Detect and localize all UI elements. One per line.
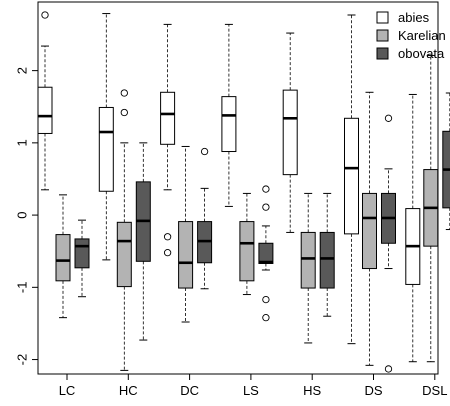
box-abies-DC [160,23,176,257]
box-iqr [37,86,53,134]
y-tick-label: -1 [15,282,30,294]
box-obovata-LC [74,219,90,298]
outlier-point [163,233,172,241]
box-Karelian-HC [116,89,132,371]
box-iqr [319,231,335,289]
outlier-point [384,365,393,373]
legend-label-obovata: obovata [398,46,445,61]
outlier-point [200,147,209,156]
y-tick-label: 0 [15,211,30,218]
box-Karelian-DSL [423,54,439,363]
outlier-point [262,203,270,211]
box-abies-DSL [405,93,421,363]
x-tick-label: DS [364,383,382,398]
legend-swatch-obovata [376,47,389,60]
box-iqr [239,221,255,282]
x-tick-label: DSL [422,383,447,398]
x-tick-label: HC [119,383,138,398]
box-obovata-HS [319,192,335,317]
outlier-point [163,248,172,257]
outlier-point [262,185,270,193]
y-tick-label: 1 [15,139,30,146]
box-abies-HC [98,13,114,261]
box-iqr [344,117,359,235]
box-iqr [258,242,274,264]
box-Karelian-DC [178,145,194,323]
legend-swatch-Karelian [376,29,389,42]
outlier-point [41,11,49,19]
x-tick-label: LS [243,383,259,398]
box-obovata-DSL [442,92,450,231]
box-iqr [160,91,176,145]
box-iqr [55,234,71,282]
box-abies-DS [344,14,359,345]
box-iqr [282,89,298,176]
box-abies-HS [282,32,298,233]
box-obovata-DC [197,147,213,290]
x-tick-label: DC [180,383,199,398]
y-tick-label: -2 [15,354,30,366]
box-iqr [178,221,194,289]
box-iqr [98,106,114,192]
outlier-point [262,295,270,304]
x-tick-label: HS [303,383,321,398]
outlier-point [262,314,270,322]
y-tick-label: 2 [15,67,30,74]
box-obovata-HC [135,142,151,341]
box-iqr [221,96,237,153]
legend-label-Karelian: Karelian [398,28,446,43]
box-Karelian-LS [239,192,255,296]
box-abies-LS [221,23,237,207]
box-Karelian-HS [300,192,316,344]
box-Karelian-LC [55,194,71,319]
outlier-point [120,89,128,97]
box-abies-LC [37,11,53,191]
legend-label-abies: abies [398,10,430,25]
box-iqr [74,238,90,269]
box-iqr [362,192,377,270]
x-tick-label: LC [59,383,76,398]
box-iqr [300,231,316,289]
box-iqr [116,221,132,288]
box-obovata-DS [381,114,396,373]
box-Karelian-DS [362,91,377,366]
box-obovata-LS [258,185,274,322]
outlier-point [120,108,128,117]
outlier-point [384,114,393,122]
legend-swatch-abies [376,11,389,24]
